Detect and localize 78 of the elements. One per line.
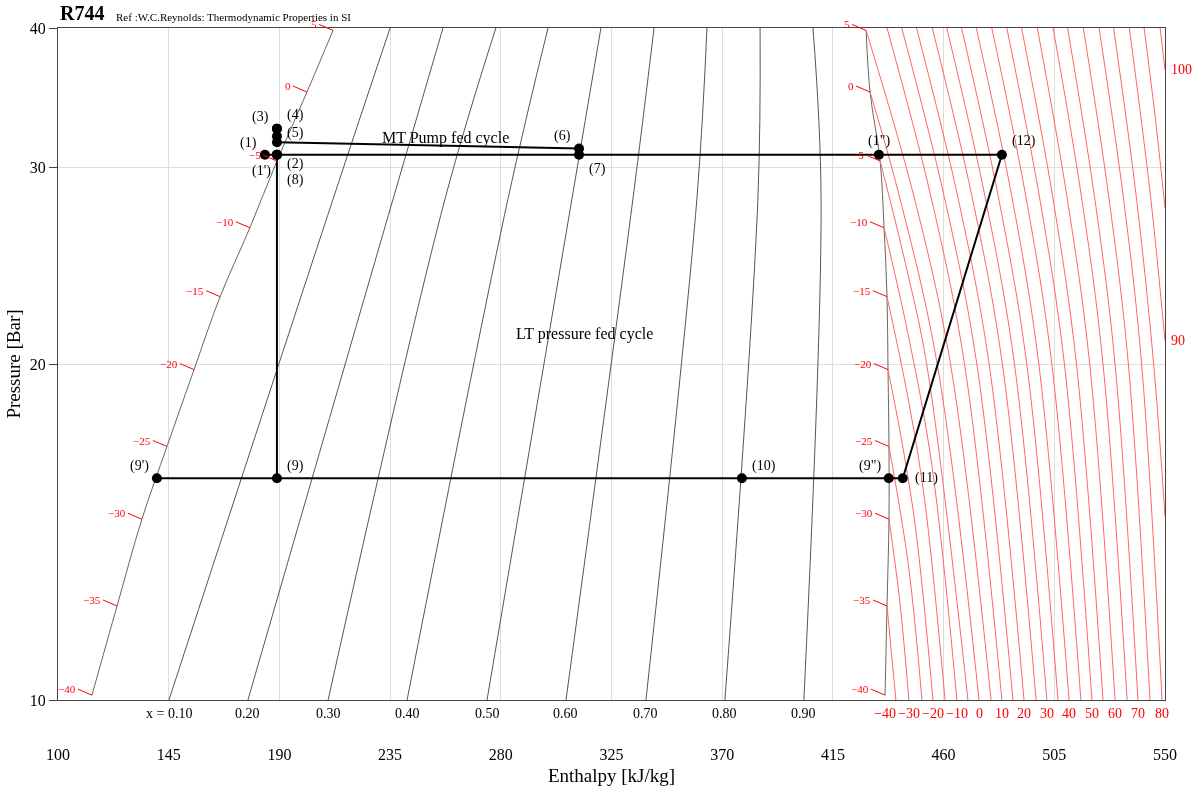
series-label: 10 bbox=[995, 706, 1009, 721]
series-label: 0.80 bbox=[712, 706, 737, 721]
series-label: 80 bbox=[1155, 706, 1169, 721]
annotation: 0 bbox=[848, 80, 854, 92]
series-label: 50 bbox=[1085, 706, 1099, 721]
annotation: 0 bbox=[285, 80, 291, 92]
x-tick-label: 145 bbox=[156, 746, 181, 764]
series-label: (2) bbox=[287, 156, 304, 172]
x-tick-label: 505 bbox=[1042, 746, 1067, 764]
annotation: −10 bbox=[850, 216, 868, 228]
y-tick-label: 10 bbox=[29, 691, 46, 709]
series-label: (1") bbox=[868, 133, 891, 149]
y-tick-label: 30 bbox=[29, 159, 46, 177]
series-label: 40 bbox=[1062, 706, 1076, 721]
annotation: −5 bbox=[249, 149, 262, 161]
series-label: 0.40 bbox=[395, 706, 420, 721]
annotation: −15 bbox=[186, 285, 204, 297]
series-label: −30 bbox=[898, 706, 920, 721]
series-label: 70 bbox=[1131, 706, 1145, 721]
series-label: −10 bbox=[946, 706, 968, 721]
series-label: 0 bbox=[976, 706, 983, 721]
x-tick-label: 235 bbox=[378, 746, 403, 764]
annotation: −25 bbox=[855, 435, 873, 447]
series-label: (9) bbox=[287, 458, 304, 474]
series-label: 100 bbox=[1171, 62, 1192, 77]
annotation: 5 bbox=[844, 18, 850, 30]
series-label: (12) bbox=[1012, 133, 1036, 149]
y-tick-label: 40 bbox=[29, 19, 46, 37]
x-axis-title: Enthalpy [kJ/kg] bbox=[547, 765, 676, 786]
annotation: −30 bbox=[108, 507, 126, 519]
series-label: 30 bbox=[1040, 706, 1054, 721]
x-tick-label: 415 bbox=[820, 746, 845, 764]
y-axis-title: Pressure [Bar] bbox=[2, 309, 24, 419]
x-tick-label: 100 bbox=[46, 746, 70, 764]
annotation: −20 bbox=[160, 358, 178, 370]
series-label: (5) bbox=[287, 125, 304, 141]
series-label: (11) bbox=[915, 470, 939, 486]
series-label: (3) bbox=[252, 109, 269, 125]
series-label: (8) bbox=[287, 172, 304, 188]
x-tick-label: 460 bbox=[931, 746, 956, 764]
series-label: 0.70 bbox=[633, 706, 658, 721]
annotation: −35 bbox=[853, 594, 871, 606]
x-tick-label: 280 bbox=[488, 746, 513, 764]
series-label: 0.90 bbox=[791, 706, 816, 721]
series-label: 0.30 bbox=[316, 706, 341, 721]
series-label: 0.50 bbox=[475, 706, 500, 721]
series-label: (10) bbox=[752, 458, 776, 474]
series-label: 0.60 bbox=[553, 706, 578, 721]
series-label: x = 0.10 bbox=[146, 706, 193, 721]
annotation: −40 bbox=[851, 683, 869, 695]
series-label: (9') bbox=[130, 458, 150, 474]
series-label: 20 bbox=[1017, 706, 1031, 721]
x-tick-label: 370 bbox=[710, 746, 735, 764]
series-label: 60 bbox=[1108, 706, 1122, 721]
series-label: 90 bbox=[1171, 333, 1185, 348]
x-tick-label: 325 bbox=[599, 746, 624, 764]
annotation: −15 bbox=[853, 285, 871, 297]
annotation: −40 bbox=[58, 683, 76, 695]
chart-title: R744 bbox=[60, 2, 105, 24]
x-tick-label: 190 bbox=[267, 746, 292, 764]
series-label: 0.20 bbox=[235, 706, 260, 721]
annotation: −40 bbox=[874, 706, 896, 721]
series-label: (4) bbox=[287, 107, 304, 123]
annotation: −10 bbox=[216, 216, 234, 228]
series-label: (7) bbox=[589, 161, 606, 177]
annotation: −20 bbox=[854, 358, 872, 370]
annotation: LT pressure fed cycle bbox=[516, 325, 654, 343]
annotation: −35 bbox=[83, 594, 101, 606]
annotation: MT Pump fed cycle bbox=[382, 129, 510, 147]
series-label: (6) bbox=[554, 128, 571, 144]
y-tick-label: 20 bbox=[29, 355, 46, 373]
x-tick-label: 550 bbox=[1153, 746, 1177, 764]
series-label: (9") bbox=[859, 458, 882, 474]
annotation: −30 bbox=[855, 507, 873, 519]
annotation: −25 bbox=[133, 435, 151, 447]
series-label: (1') bbox=[252, 163, 272, 179]
series-label: (1) bbox=[240, 135, 257, 151]
series-label: −20 bbox=[922, 706, 944, 721]
